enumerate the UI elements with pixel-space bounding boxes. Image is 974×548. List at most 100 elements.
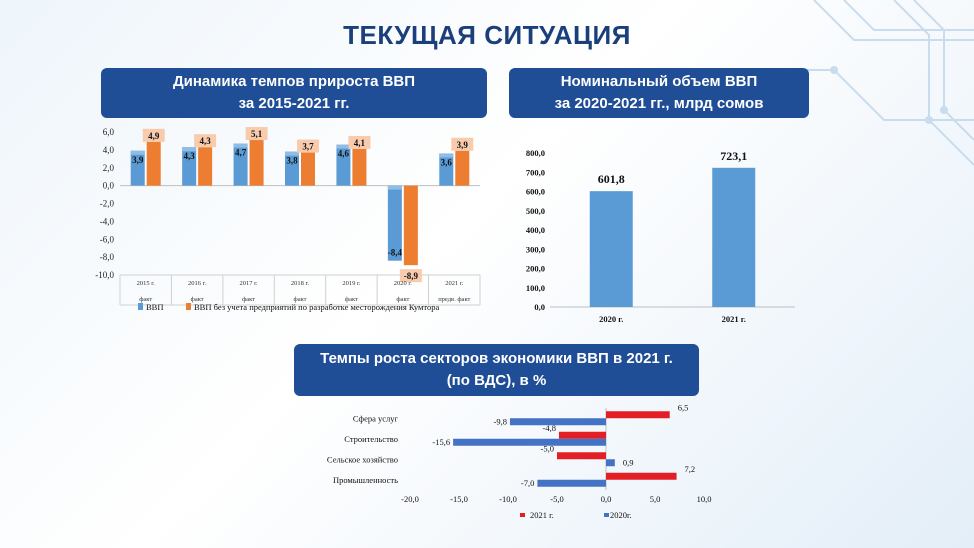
sectors-title-line1: Темпы роста секторов экономики ВВП в 202… xyxy=(320,350,673,367)
x-tick-label: 10,0 xyxy=(697,494,712,504)
legend-label-2021: 2021 г. xyxy=(530,510,554,520)
legend-swatch-gdp-excl-kumtor xyxy=(186,303,191,310)
bar-gdp-excl-kumtor xyxy=(403,185,418,266)
data-label: -8,4 xyxy=(388,248,403,258)
bar-gdp-excl-kumtor xyxy=(455,150,470,186)
x-tick-sublabel: факт xyxy=(191,296,204,303)
y-tick-label: -2,0 xyxy=(100,199,115,209)
gdp-growth-title-line2: за 2015-2021 гг. xyxy=(238,95,350,112)
bar-gdp-excl-kumtor xyxy=(352,148,367,186)
data-label: -7,0 xyxy=(521,478,534,488)
x-tick-label: 2018 г. xyxy=(291,280,310,287)
x-tick-label: -5,0 xyxy=(550,494,563,504)
sectors-growth-chart: Сфера услуг 6,5 -9,8 Строительство -4,8 -15,6… xyxy=(327,404,712,520)
data-label: 4,7 xyxy=(235,148,247,158)
bar-gdp-excl-kumtor xyxy=(146,141,161,186)
y-tick-label: -6,0 xyxy=(100,234,115,244)
category-label: Сельское хозяйство xyxy=(327,454,398,464)
x-tick-label: 2021 г. xyxy=(722,314,746,324)
x-tick-sublabel: факт xyxy=(345,296,358,303)
sectors-title-line2: (по ВДС), в % xyxy=(446,372,547,389)
x-tick-label: 2019 г. xyxy=(342,280,361,287)
y-tick-label: -4,0 xyxy=(100,216,115,226)
gdp-growth-panel-title: Динамика темпов прироста ВВП за 2015-202… xyxy=(101,68,487,118)
bar-nominal-gdp xyxy=(589,191,633,307)
y-tick-label: 500,0 xyxy=(526,206,545,216)
x-tick-label: 0,0 xyxy=(601,494,612,504)
data-label: 4,3 xyxy=(200,136,212,146)
y-tick-label: 200,0 xyxy=(526,264,545,274)
x-tick-sublabel: предв. факт xyxy=(438,296,470,303)
y-tick-label: -8,0 xyxy=(100,252,115,262)
bar-gdp xyxy=(130,150,145,186)
nominal-gdp-panel-title: Номинальный объем ВВП за 2020-2021 гг., … xyxy=(509,68,809,118)
bar-top-highlight xyxy=(336,144,351,149)
data-label-bg xyxy=(194,134,217,148)
bar-gdp xyxy=(182,147,197,186)
bar-2021 xyxy=(606,411,670,419)
gdp-growth-chart: 6,0 4,0 2,0 0,0 -2,0 -4,0 -6,0 -8,0 -10,0 3,9 4,9 2… xyxy=(95,127,481,312)
x-tick-label: 5,0 xyxy=(650,494,661,504)
bar-top-highlight xyxy=(182,147,197,152)
y-tick-label: -10,0 xyxy=(95,270,114,280)
data-label: 3,6 xyxy=(441,157,453,167)
legend-label-gdp-excl-kumtor: ВВП без учета предприятий по разработке … xyxy=(194,302,440,312)
data-label-bg xyxy=(348,135,371,149)
x-tick-label: -15,0 xyxy=(450,494,468,504)
data-label: 723,1 xyxy=(720,149,747,163)
x-tick-label: 2015 г. xyxy=(137,280,156,287)
x-tick-label: 2016 г. xyxy=(188,280,207,287)
y-tick-label: 2,0 xyxy=(103,163,115,173)
data-label: 3,9 xyxy=(132,155,144,165)
x-tick-sublabel: факт xyxy=(139,296,152,303)
data-label: -15,6 xyxy=(432,437,450,447)
legend-swatch-2021 xyxy=(520,513,525,517)
data-label: -9,8 xyxy=(493,416,506,426)
legend-swatch-2020 xyxy=(604,513,609,517)
x-tick-label: 2021 г. xyxy=(445,280,464,287)
y-tick-label: 6,0 xyxy=(103,127,115,137)
data-label: 601,8 xyxy=(598,172,625,186)
y-tick-label: 0,0 xyxy=(103,181,115,191)
data-label: 4,3 xyxy=(184,151,196,161)
bar-top-highlight xyxy=(387,185,402,190)
bar-2021 xyxy=(558,431,606,439)
y-tick-label: 4,0 xyxy=(103,145,115,155)
sectors-panel-title: Темпы роста секторов экономики ВВП в 202… xyxy=(294,344,699,396)
data-label-bg xyxy=(399,269,422,283)
bar-gdp-excl-kumtor xyxy=(249,140,264,186)
y-tick-label: 800,0 xyxy=(526,148,545,158)
bar-gdp xyxy=(387,185,402,261)
bar-2021 xyxy=(557,452,606,460)
x-tick-label: 2020 г. xyxy=(599,314,623,324)
bar-top-highlight xyxy=(439,153,454,158)
x-tick-label: 2017 г. xyxy=(239,280,258,287)
bar-top-highlight xyxy=(233,143,248,148)
bar-nominal-gdp xyxy=(712,167,756,307)
x-tick-sublabel: факт xyxy=(242,296,255,303)
data-label: 3,8 xyxy=(286,156,298,166)
data-label: 6,5 xyxy=(678,404,689,412)
category-label: Строительство xyxy=(344,434,398,444)
nominal-gdp-title-line1: Номинальный объем ВВП xyxy=(560,73,758,90)
data-label-bg xyxy=(451,137,474,151)
data-label: -8,9 xyxy=(404,271,419,281)
data-label-bg xyxy=(245,127,268,141)
bar-top-highlight xyxy=(130,150,145,155)
data-label-bg xyxy=(297,139,319,153)
bar-2020 xyxy=(606,459,615,467)
y-tick-label: 600,0 xyxy=(526,187,545,197)
data-label: 0,9 xyxy=(623,457,634,467)
data-label: 3,7 xyxy=(302,142,314,152)
y-tick-label: 400,0 xyxy=(526,225,545,235)
bar-2020 xyxy=(537,479,606,487)
nominal-gdp-title-line2: за 2020-2021 гг., млрд сомов xyxy=(554,95,764,112)
x-tick-label: -10,0 xyxy=(499,494,517,504)
legend-swatch-gdp xyxy=(138,303,143,310)
category-label: Сфера услуг xyxy=(353,413,399,423)
x-tick-sublabel: факт xyxy=(293,296,306,303)
bar-gdp xyxy=(285,151,299,186)
x-tick-label: 2020 г. xyxy=(394,280,413,287)
data-label: 4,9 xyxy=(148,131,160,141)
bar-gdp xyxy=(439,153,454,186)
